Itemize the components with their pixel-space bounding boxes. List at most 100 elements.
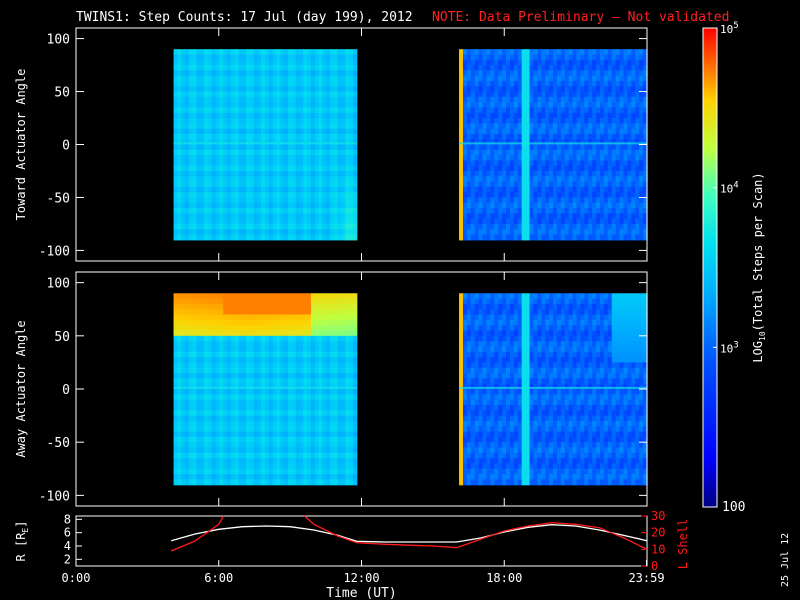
heat-cell [276, 229, 282, 236]
heat-cell [303, 170, 308, 177]
heat-cell [584, 165, 589, 172]
heat-cell [623, 234, 629, 241]
heat-cell [299, 415, 304, 422]
heat-cell [192, 70, 198, 77]
heat-cell [310, 367, 316, 374]
heat-cell [284, 49, 289, 56]
heat-cell [238, 229, 243, 236]
heat-cell [330, 186, 335, 193]
heat-cell [276, 357, 282, 364]
heat-cell [521, 218, 527, 225]
heat-cell [230, 181, 236, 188]
heat-cell [529, 160, 535, 167]
heat-cell [181, 49, 186, 56]
heat-cell [345, 197, 350, 204]
heat-cell [299, 70, 304, 77]
heat-cell [188, 223, 194, 230]
heat-cell [185, 319, 190, 326]
heat-cell [337, 165, 343, 172]
heat-cell [265, 149, 270, 156]
heat-cell [261, 59, 266, 66]
heat-cell [525, 208, 531, 214]
heat-cell [572, 213, 578, 220]
heat-cell [611, 223, 617, 230]
heat-cell [276, 165, 282, 172]
heat-cell [234, 351, 240, 358]
heat-cell [211, 59, 217, 66]
heat-cell [181, 123, 186, 130]
heat-cell [322, 160, 327, 167]
heat-cell [596, 128, 601, 135]
heat-cell [173, 65, 178, 71]
heat-cell [238, 218, 243, 225]
heat-cell [257, 378, 262, 385]
heat-cell [498, 155, 503, 161]
heat-cell [352, 229, 358, 236]
heat-cell [584, 128, 589, 135]
heat-cell [200, 463, 205, 470]
heat-cell [490, 160, 495, 167]
heat-cell [188, 123, 194, 130]
heat-cell [568, 123, 574, 130]
heat-cell [307, 447, 312, 454]
heat-cell [188, 96, 194, 103]
heat-cell [584, 133, 589, 140]
heat-cell [291, 325, 297, 332]
heat-cell [185, 128, 190, 135]
heat-cell [322, 218, 327, 225]
heat-cell [200, 202, 205, 209]
heat-cell [291, 383, 297, 390]
heat-cell [345, 112, 350, 119]
heat-cell [556, 59, 562, 66]
heat-cell [215, 133, 220, 140]
heat-cell [337, 218, 343, 225]
heat-cell [517, 112, 523, 119]
heat-cell [474, 86, 480, 93]
heat-cell [226, 399, 232, 406]
heat-cell [234, 330, 240, 337]
heat-cell [192, 218, 198, 225]
heat-cell [341, 160, 346, 167]
heat-cell [611, 176, 617, 183]
heat-cell [299, 170, 304, 177]
heat-cell [603, 86, 609, 93]
heat-cell [291, 431, 297, 438]
heat-cell [261, 314, 266, 321]
heat-cell [564, 160, 570, 167]
heat-cell [341, 229, 346, 236]
heat-cell [345, 144, 350, 151]
heat-cell [560, 128, 566, 135]
heat-cell [211, 389, 217, 395]
heat-cell [509, 197, 515, 204]
heat-cell [181, 309, 186, 316]
heat-cell [280, 234, 285, 241]
heat-cell [272, 70, 278, 77]
heat-cell [177, 389, 182, 395]
heat-cell [257, 351, 262, 358]
heat-cell [246, 452, 251, 459]
heat-cell [196, 139, 201, 146]
heat-cell [572, 118, 578, 124]
heat-cell [211, 335, 217, 342]
heat-cell [268, 293, 274, 300]
heat-cell [307, 442, 312, 449]
heat-cell [268, 420, 274, 427]
heat-cell [513, 107, 519, 114]
heat-cell [211, 181, 217, 188]
heat-cell [299, 86, 304, 93]
heat-cell [635, 223, 640, 230]
heat-cell [242, 314, 247, 321]
heat-cell [173, 367, 178, 374]
heat-cell [185, 123, 190, 130]
heat-cell [588, 102, 593, 109]
heat-cell [303, 389, 308, 395]
heat-cell [207, 431, 213, 438]
heat-cell [580, 86, 585, 93]
heat-cell [486, 112, 491, 119]
heat-cell [200, 86, 205, 93]
heat-cell [226, 309, 232, 316]
heat-cell [584, 112, 589, 119]
heat-cell [223, 415, 228, 422]
heat-cell [196, 192, 201, 199]
heat-cell [307, 458, 312, 465]
